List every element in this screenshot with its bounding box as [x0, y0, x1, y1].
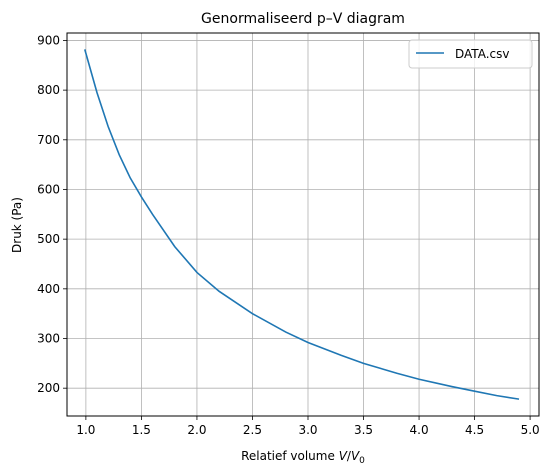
- y-tick-label: 200: [37, 381, 60, 395]
- x-axis-label-text: Relatief volume: [241, 449, 339, 463]
- y-tick-label: 600: [37, 182, 60, 196]
- x-axis-label-v0: V: [351, 449, 360, 463]
- x-tick-label: 4.0: [410, 423, 429, 437]
- y-tick-label: 800: [37, 83, 60, 97]
- x-axis-label-slash: /: [347, 449, 352, 463]
- x-tick-label: 1.0: [76, 423, 95, 437]
- y-tick-label: 700: [37, 133, 60, 147]
- x-tick-label: 5.0: [521, 423, 540, 437]
- grid-lines: [67, 33, 539, 416]
- x-axis-label: Relatief volume V/V0: [241, 449, 365, 466]
- x-tick-label: 2.5: [243, 423, 262, 437]
- x-axis-label-v: V: [339, 449, 348, 463]
- plot-frame: [66, 32, 540, 417]
- x-tick-label: 1.5: [132, 423, 151, 437]
- x-tick-label: 3.5: [354, 423, 373, 437]
- y-axis-label: Druk (Pa): [10, 197, 24, 253]
- y-tick-label: 900: [37, 33, 60, 47]
- y-tick-label: 300: [37, 332, 60, 346]
- y-tick-label: 500: [37, 232, 60, 246]
- y-axis: 200 300 400 500 600 700 800 900: [37, 33, 67, 395]
- x-axis: 1.0 1.5 2.0 2.5 3.0 3.5 4.0 4.5 5.0: [76, 416, 540, 437]
- x-tick-label: 3.0: [298, 423, 317, 437]
- legend-entry-data-csv: DATA.csv: [455, 47, 509, 61]
- y-tick-label: 400: [37, 282, 60, 296]
- x-axis-label-subscript: 0: [359, 456, 365, 466]
- legend-box: [408, 39, 533, 69]
- chart-title: Genormaliseerd p–V diagram: [201, 11, 405, 27]
- series-line-data-csv: [84, 49, 520, 400]
- x-tick-label: 4.5: [465, 423, 484, 437]
- legend: DATA.csv: [408, 39, 533, 69]
- x-tick-label: 2.0: [187, 423, 206, 437]
